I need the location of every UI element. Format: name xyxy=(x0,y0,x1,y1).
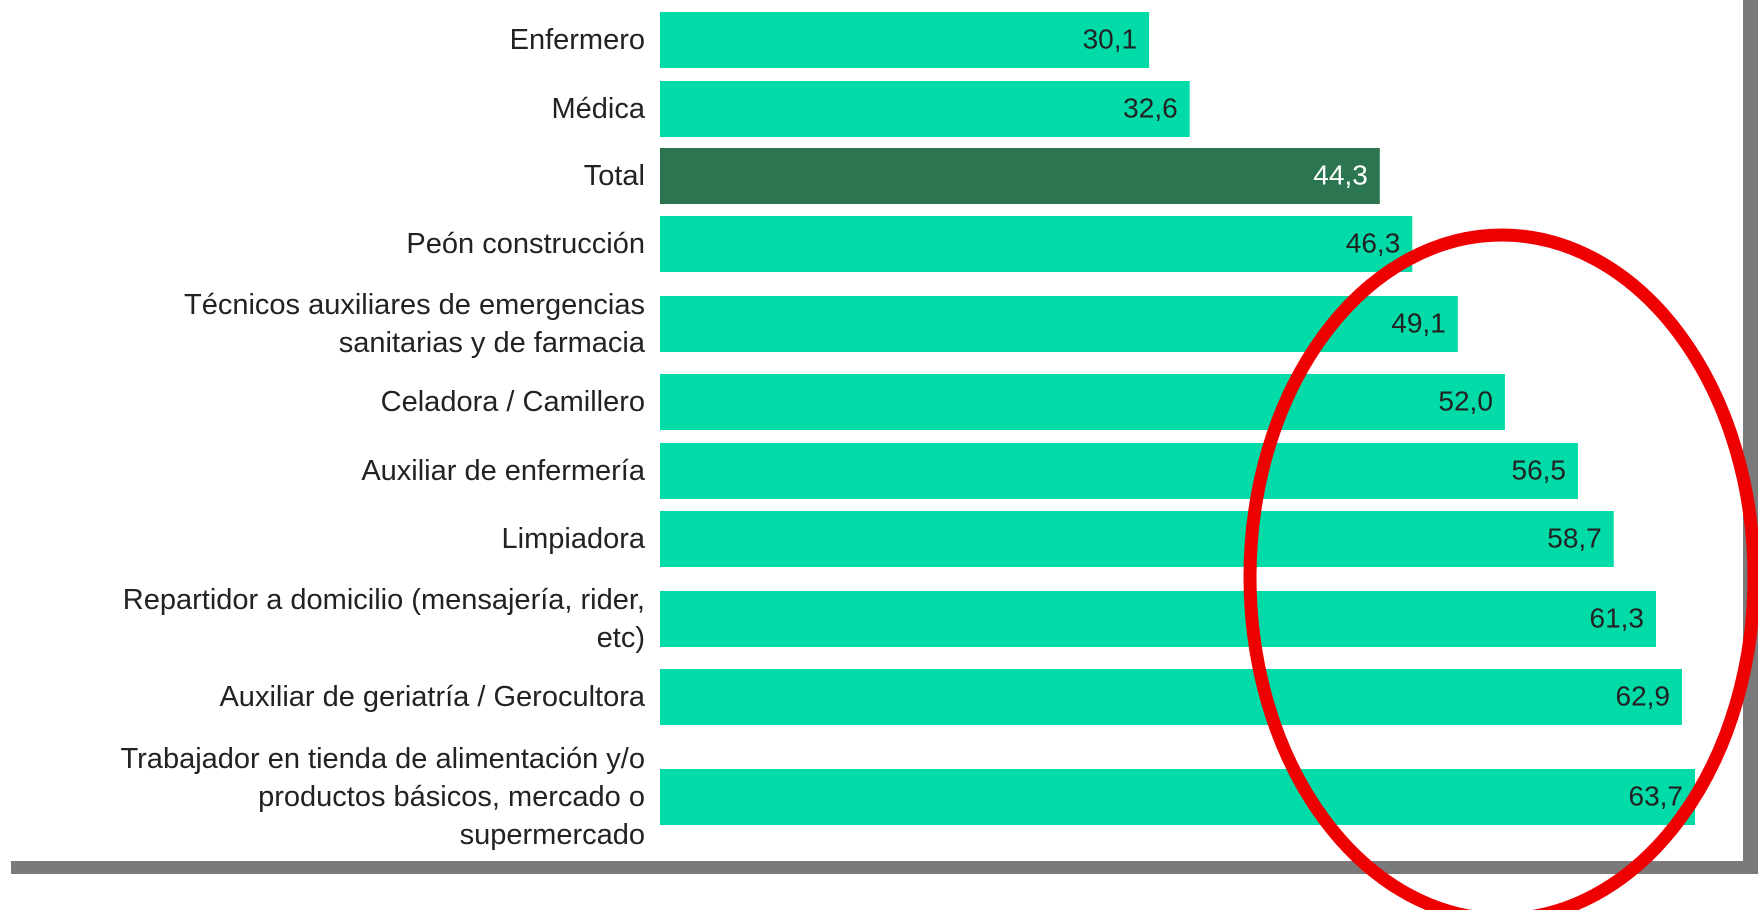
value-label: 32,6 xyxy=(1123,92,1178,123)
bottom-shadow xyxy=(11,861,1758,874)
bar xyxy=(660,443,1579,499)
right-shadow xyxy=(1743,0,1758,874)
category-label: Peón construcción xyxy=(406,228,645,260)
bar xyxy=(660,769,1695,825)
bar xyxy=(660,511,1614,567)
category-label: Auxiliar de geriatría / Gerocultora xyxy=(219,681,645,713)
value-label: 61,3 xyxy=(1590,602,1645,633)
bar xyxy=(660,12,1150,68)
value-label: 62,9 xyxy=(1616,680,1671,711)
value-label: 49,1 xyxy=(1391,307,1446,338)
category-label: Celadora / Camillero xyxy=(380,386,645,418)
category-label: Trabajador en tienda de alimentación y/o… xyxy=(120,743,645,851)
value-label: 44,3 xyxy=(1313,159,1368,190)
value-label: 52,0 xyxy=(1438,385,1493,416)
category-label: Total xyxy=(583,160,645,192)
category-label: Enfermero xyxy=(509,24,645,56)
value-label: 58,7 xyxy=(1547,522,1602,553)
bar xyxy=(660,591,1657,647)
value-label: 30,1 xyxy=(1083,23,1138,54)
category-label: Limpiadora xyxy=(501,523,645,555)
bar xyxy=(660,669,1683,725)
category-label: Repartidor a domicilio (mensajería, ride… xyxy=(122,584,645,654)
bar xyxy=(660,374,1505,430)
value-label: 46,3 xyxy=(1346,227,1401,258)
category-label: Médica xyxy=(551,93,646,125)
category-label: Auxiliar de enfermería xyxy=(361,455,645,487)
value-label: 56,5 xyxy=(1512,454,1567,485)
value-label: 63,7 xyxy=(1629,780,1684,811)
highlight-ellipse xyxy=(1243,228,1758,910)
bar xyxy=(660,148,1380,204)
bar xyxy=(660,216,1413,272)
bar xyxy=(660,81,1190,137)
category-label: Técnicos auxiliares de emergencias sanit… xyxy=(184,289,645,359)
